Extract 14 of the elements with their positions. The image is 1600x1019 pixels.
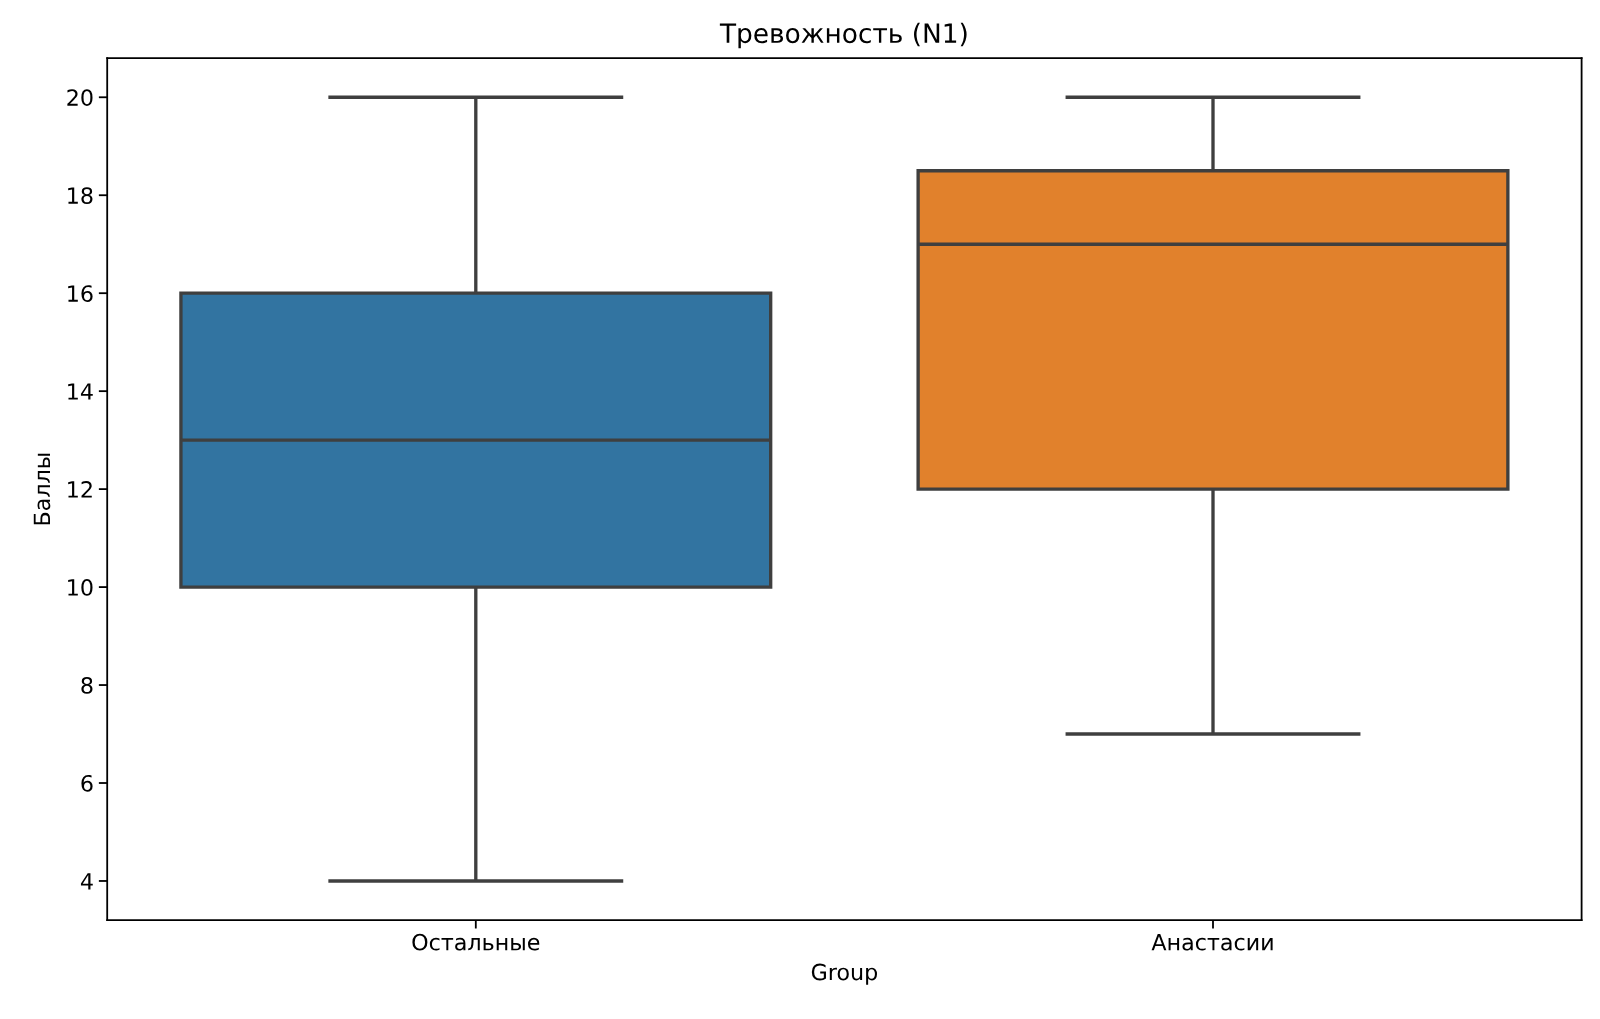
y-tick-label: 14 — [68, 383, 93, 400]
x-tick-label: Анастасии — [1151, 934, 1273, 951]
y-tick-label: 16 — [68, 285, 93, 302]
y-tick-label: 12 — [68, 481, 92, 498]
y-tick-label: 8 — [81, 677, 93, 694]
x-axis-title: Group — [811, 963, 878, 985]
y-tick-label: 18 — [68, 187, 93, 204]
y-tick-label: 4 — [80, 873, 93, 890]
x-tick-label: Остальные — [412, 933, 540, 951]
y-tick-label: 20 — [67, 89, 93, 107]
chart-title: Тревожность (N1) — [719, 22, 967, 49]
y-axis-title: Баллы — [33, 453, 51, 525]
y-tick-label: 6 — [81, 774, 93, 792]
y-tick-label: 10 — [68, 579, 93, 596]
